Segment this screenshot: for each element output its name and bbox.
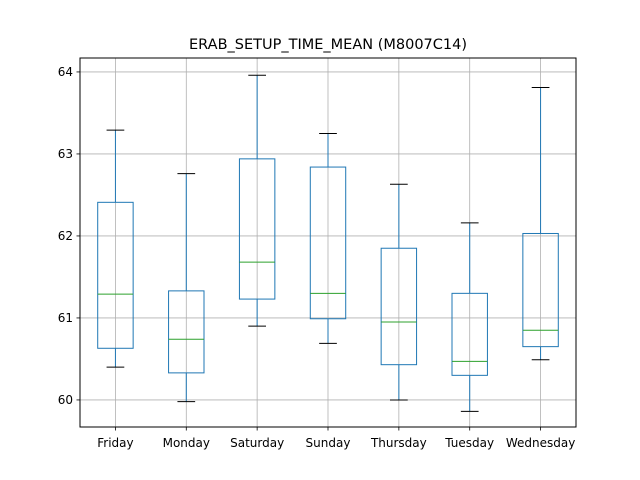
x-tick-label: Monday bbox=[163, 436, 210, 450]
iqr-box bbox=[380, 247, 418, 366]
y-tick-label: 64 bbox=[58, 65, 73, 79]
y-tick-label: 62 bbox=[58, 229, 73, 243]
y-tick-label: 61 bbox=[58, 311, 73, 325]
x-tick-label: Thursday bbox=[370, 436, 427, 450]
box-monday bbox=[168, 173, 205, 403]
iqr-box bbox=[97, 201, 134, 349]
x-tick-label: Wednesday bbox=[506, 436, 575, 450]
iqr-box bbox=[451, 292, 488, 376]
box-thursday bbox=[380, 183, 418, 401]
iqr-box bbox=[168, 290, 205, 374]
iqr-box bbox=[238, 158, 276, 300]
y-tick-label: 60 bbox=[58, 393, 73, 407]
box-sunday bbox=[309, 132, 347, 344]
chart-title: ERAB_SETUP_TIME_MEAN (M8007C14) bbox=[189, 37, 467, 53]
axes: 60 61 62 63 64 Friday Monday Saturday Sunday Thur… bbox=[58, 65, 576, 450]
box-saturday bbox=[238, 74, 276, 327]
x-tick-label: Tuesday bbox=[444, 436, 494, 450]
box-friday bbox=[97, 129, 134, 368]
boxes bbox=[97, 74, 559, 412]
x-tick-label: Friday bbox=[97, 436, 133, 450]
grid bbox=[80, 58, 576, 427]
box-wednesday bbox=[522, 87, 559, 361]
x-tick-label: Sunday bbox=[306, 436, 351, 450]
iqr-box bbox=[309, 166, 347, 320]
iqr-box bbox=[522, 232, 559, 348]
box-tuesday bbox=[451, 222, 488, 412]
x-tick-label: Saturday bbox=[230, 436, 284, 450]
y-tick-label: 63 bbox=[58, 147, 73, 161]
